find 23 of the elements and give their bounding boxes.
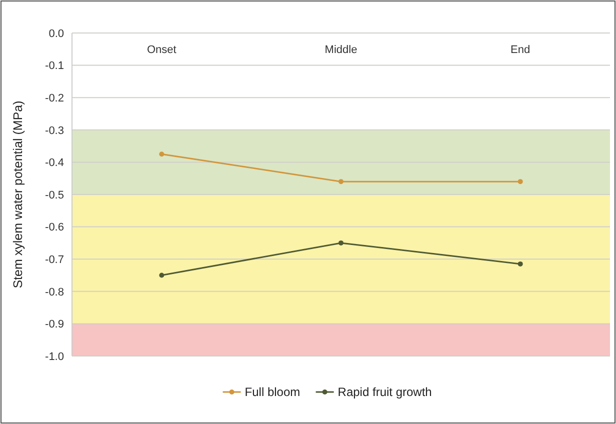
y-tick-label: -0.8	[45, 286, 64, 298]
y-tick-label: -0.3	[45, 124, 64, 137]
y-tick-label: -0.4	[45, 157, 64, 170]
point	[338, 240, 344, 246]
point	[518, 179, 523, 184]
point	[159, 152, 164, 157]
y-tick-label: -0.7	[45, 254, 64, 266]
y-tick-label: -0.5	[45, 189, 64, 202]
x-tick-label: Middle	[324, 44, 358, 56]
point	[518, 261, 523, 266]
y-tick-label: -1.0	[45, 350, 64, 363]
legend-label: Full bloom	[244, 385, 300, 400]
x-tick-label: End	[510, 44, 530, 56]
y-axis-title: Stem xylem water potential (MPa)	[11, 100, 25, 288]
y-tick-label: -0.2	[45, 92, 64, 104]
point	[159, 272, 164, 278]
legend-label: Rapid fruit growth	[338, 385, 432, 400]
point	[338, 179, 344, 184]
y-tick-label: 0.0	[48, 28, 64, 40]
y-tick-label: -0.6	[45, 222, 64, 234]
x-tick-label: Onset	[146, 44, 176, 56]
y-tick-label: -0.1	[45, 60, 64, 72]
y-tick-label: -0.9	[45, 318, 64, 331]
